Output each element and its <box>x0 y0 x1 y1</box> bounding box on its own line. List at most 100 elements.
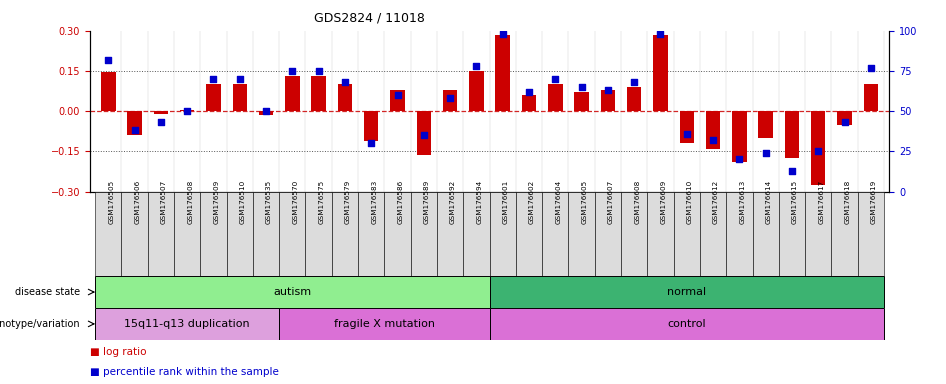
Text: 15q11-q13 duplication: 15q11-q13 duplication <box>124 319 250 329</box>
Bar <box>732 111 746 162</box>
Bar <box>285 76 300 111</box>
Bar <box>253 192 279 276</box>
Bar <box>279 192 306 276</box>
Text: GSM176583: GSM176583 <box>371 180 377 224</box>
Point <box>864 65 879 71</box>
Text: ■ percentile rank within the sample: ■ percentile rank within the sample <box>90 367 279 377</box>
Text: GSM176613: GSM176613 <box>740 180 745 224</box>
Text: GSM176612: GSM176612 <box>713 180 719 224</box>
Text: GSM176615: GSM176615 <box>792 180 797 224</box>
Text: GDS2824 / 11018: GDS2824 / 11018 <box>314 12 425 25</box>
Point <box>574 84 589 90</box>
Text: GSM176592: GSM176592 <box>450 180 456 224</box>
Text: GSM176619: GSM176619 <box>871 180 877 224</box>
Point <box>258 108 273 114</box>
Text: GSM176605: GSM176605 <box>582 180 587 224</box>
Text: GSM176618: GSM176618 <box>845 180 850 224</box>
Text: GSM176607: GSM176607 <box>608 180 614 224</box>
Text: GSM176535: GSM176535 <box>266 180 272 224</box>
Bar <box>391 90 405 111</box>
Bar <box>779 192 805 276</box>
Point <box>784 168 799 174</box>
Bar <box>279 308 490 340</box>
Bar <box>727 192 752 276</box>
Text: GSM176575: GSM176575 <box>319 180 324 224</box>
Bar <box>490 308 884 340</box>
Bar <box>621 192 647 276</box>
Bar <box>311 76 325 111</box>
Bar <box>153 111 168 114</box>
Bar <box>416 111 431 156</box>
Point <box>127 127 142 134</box>
Text: GSM176602: GSM176602 <box>529 180 535 224</box>
Text: genotype/variation: genotype/variation <box>0 319 80 329</box>
Bar <box>548 84 563 111</box>
Bar <box>601 90 615 111</box>
Text: GSM176601: GSM176601 <box>502 180 509 224</box>
Bar <box>437 192 464 276</box>
Bar <box>858 192 884 276</box>
Bar <box>574 93 588 111</box>
Bar <box>96 192 121 276</box>
Bar <box>785 111 799 158</box>
Bar <box>101 72 115 111</box>
Bar <box>569 192 595 276</box>
Bar <box>233 84 247 111</box>
Text: GSM176610: GSM176610 <box>687 180 692 224</box>
Bar <box>128 111 142 135</box>
Bar <box>180 110 194 111</box>
Point <box>100 56 115 63</box>
Text: GSM176604: GSM176604 <box>555 180 561 224</box>
Bar <box>679 111 694 143</box>
Point <box>601 87 616 93</box>
Point <box>232 76 247 82</box>
Bar <box>121 192 148 276</box>
Point <box>338 79 353 85</box>
Bar <box>490 276 884 308</box>
Point <box>469 63 484 69</box>
Text: ■ log ratio: ■ log ratio <box>90 347 147 357</box>
Bar <box>332 192 359 276</box>
Bar <box>654 35 668 111</box>
Bar <box>522 95 536 111</box>
Bar <box>443 90 457 111</box>
Bar <box>832 192 858 276</box>
Point <box>653 31 668 37</box>
Bar <box>364 111 378 141</box>
Bar <box>542 192 569 276</box>
Bar <box>627 87 641 111</box>
Point <box>548 76 563 82</box>
Point <box>732 156 747 162</box>
Point <box>206 76 221 82</box>
Text: GSM176609: GSM176609 <box>660 180 667 224</box>
Text: GSM176608: GSM176608 <box>634 180 640 224</box>
Bar <box>338 84 352 111</box>
Point <box>153 119 168 126</box>
Point <box>706 137 721 143</box>
Text: GSM176510: GSM176510 <box>239 180 246 224</box>
Bar <box>411 192 437 276</box>
Bar <box>206 84 220 111</box>
Point <box>811 148 826 154</box>
Point <box>416 132 431 138</box>
Text: GSM176506: GSM176506 <box>134 180 141 224</box>
Text: GSM176589: GSM176589 <box>424 180 429 224</box>
Text: GSM176508: GSM176508 <box>187 180 193 224</box>
Text: GSM176507: GSM176507 <box>161 180 166 224</box>
Bar <box>864 84 878 111</box>
Bar <box>516 192 542 276</box>
Text: GSM176579: GSM176579 <box>345 180 351 224</box>
Bar <box>595 192 621 276</box>
Point <box>521 89 536 95</box>
Point <box>390 92 405 98</box>
Bar <box>700 192 727 276</box>
Text: GSM176594: GSM176594 <box>477 180 482 224</box>
Point <box>626 79 641 85</box>
Point <box>311 68 326 74</box>
Bar <box>259 111 273 115</box>
Bar <box>490 192 516 276</box>
Text: fragile X mutation: fragile X mutation <box>334 319 435 329</box>
Text: autism: autism <box>273 287 311 297</box>
Point <box>679 131 694 137</box>
Bar <box>496 35 510 111</box>
